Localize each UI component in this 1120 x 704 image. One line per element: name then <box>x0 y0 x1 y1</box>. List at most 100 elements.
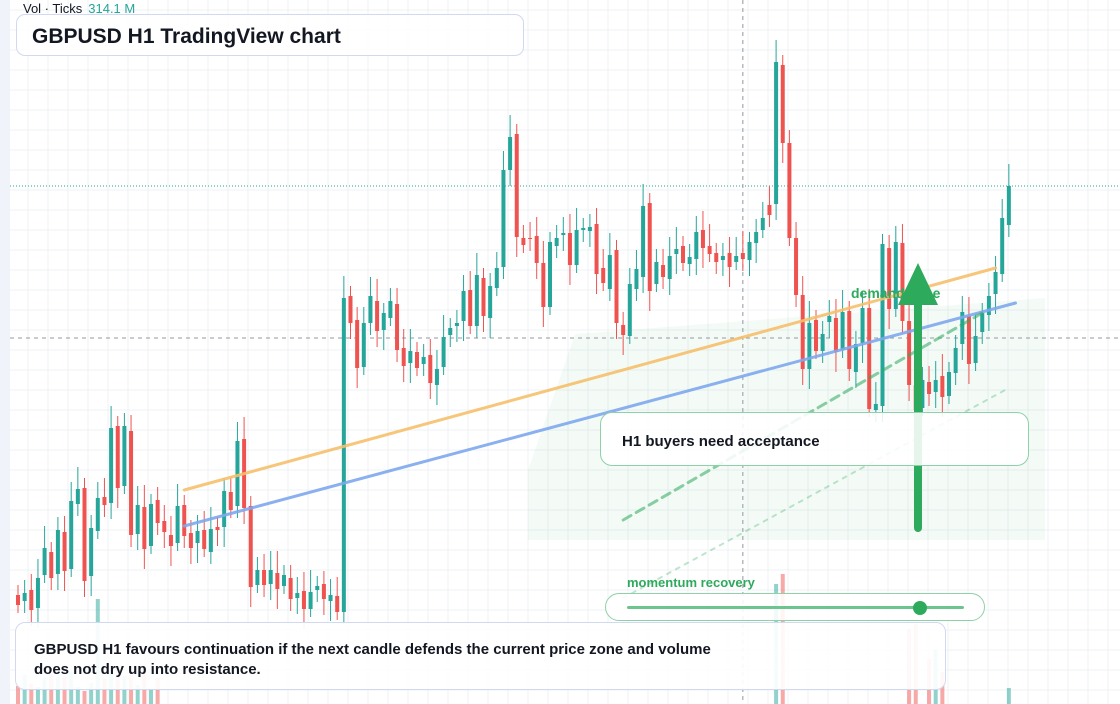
candle-body <box>1006 186 1011 225</box>
candle-body <box>361 323 366 367</box>
candle-body <box>853 344 858 372</box>
candle-body <box>933 380 938 392</box>
analysis-note: GBPUSD H1 favours continuation if the ne… <box>15 622 946 690</box>
volume-bar <box>16 686 20 704</box>
candle-body <box>441 337 446 367</box>
candle-body <box>308 592 313 609</box>
candle-body <box>541 263 546 307</box>
candle-body <box>687 257 692 264</box>
volume-bar <box>122 676 127 704</box>
candle-body <box>714 253 719 262</box>
trendline-green-dotted <box>622 387 1010 599</box>
candle-body <box>521 238 526 245</box>
volume-bar <box>1006 688 1011 704</box>
candle-body <box>840 312 845 350</box>
volume-bar <box>75 687 80 704</box>
momentum-track <box>627 606 964 609</box>
candle-body <box>700 230 705 248</box>
momentum-knob <box>913 601 928 615</box>
candle-body <box>681 246 685 263</box>
candle-body <box>614 250 619 323</box>
candle-body <box>35 578 40 608</box>
candle-body <box>29 590 34 610</box>
candle-body <box>514 134 519 237</box>
volume-bar <box>102 679 107 704</box>
candle-body <box>973 336 978 363</box>
volume-bar <box>35 687 40 704</box>
volume-bar <box>135 685 140 704</box>
chart-title: GBPUSD H1 TradingView chart <box>32 25 341 48</box>
candle-body <box>315 586 320 590</box>
candle-body <box>627 284 632 336</box>
candle-body <box>734 256 739 262</box>
volume-bar <box>940 672 945 704</box>
candle-body <box>548 242 552 307</box>
candle-body <box>75 489 80 504</box>
candle-body <box>920 380 925 408</box>
candle-body <box>135 505 140 534</box>
candle-body <box>122 426 127 486</box>
candle-body <box>567 233 572 265</box>
candle-body <box>262 570 267 585</box>
candle-body <box>481 278 486 316</box>
candle-body <box>341 298 346 612</box>
candle-body <box>654 262 659 284</box>
candle-body <box>740 253 745 259</box>
volume-bar <box>155 678 160 704</box>
candle-body <box>966 316 971 364</box>
candle-body <box>986 296 991 315</box>
candle-body <box>993 272 998 294</box>
momentum-label: momentum recovery <box>627 575 755 590</box>
candle-body <box>16 595 20 605</box>
candle-body <box>434 369 439 385</box>
candle-body <box>69 501 74 569</box>
candle-body <box>873 404 878 410</box>
candle-body <box>867 308 872 409</box>
candle-body <box>621 325 626 335</box>
candle-body <box>95 498 100 531</box>
candle-body <box>760 218 765 230</box>
candle-body <box>953 348 958 373</box>
volume-legend-value: 314.1 M <box>88 1 136 16</box>
candle-body <box>900 243 905 321</box>
candle-body <box>368 296 373 323</box>
candle-body <box>355 320 360 368</box>
candle-body <box>248 506 253 587</box>
candle-body <box>288 578 293 599</box>
candle-body <box>168 535 173 546</box>
candle-body <box>607 255 612 289</box>
candle-body <box>401 348 406 366</box>
candle-body <box>275 573 280 589</box>
candle-body <box>208 529 213 552</box>
candle-body <box>720 256 725 260</box>
candle-body <box>561 233 566 235</box>
candle-body <box>162 521 167 532</box>
buyers-callout-text: H1 buyers need acceptance <box>622 433 820 450</box>
volume-bar <box>42 678 47 704</box>
left-edge-strip <box>0 0 10 704</box>
candle-body <box>820 334 825 351</box>
volume-bar <box>89 683 94 704</box>
candle-body <box>415 352 419 368</box>
candle-body <box>501 170 506 267</box>
candle-body <box>661 265 666 277</box>
candle-body <box>794 238 799 295</box>
candle-body <box>880 244 885 406</box>
candle-body <box>109 428 114 503</box>
trendline-green-dashed <box>621 311 984 522</box>
candle-body <box>222 491 227 527</box>
candle-body <box>554 238 559 246</box>
volume-bar <box>82 691 87 704</box>
candle-body <box>175 506 180 543</box>
candle-body <box>780 65 785 143</box>
candle-body <box>667 256 672 279</box>
candle-body <box>747 242 752 260</box>
candle-body <box>860 308 865 343</box>
candle-body <box>707 246 712 254</box>
candle-body <box>468 290 473 326</box>
volume-legend: Vol · Ticks 314.1 M <box>23 1 135 16</box>
candle-body <box>488 286 493 318</box>
candle-body <box>574 230 579 265</box>
candle-body <box>940 376 945 397</box>
